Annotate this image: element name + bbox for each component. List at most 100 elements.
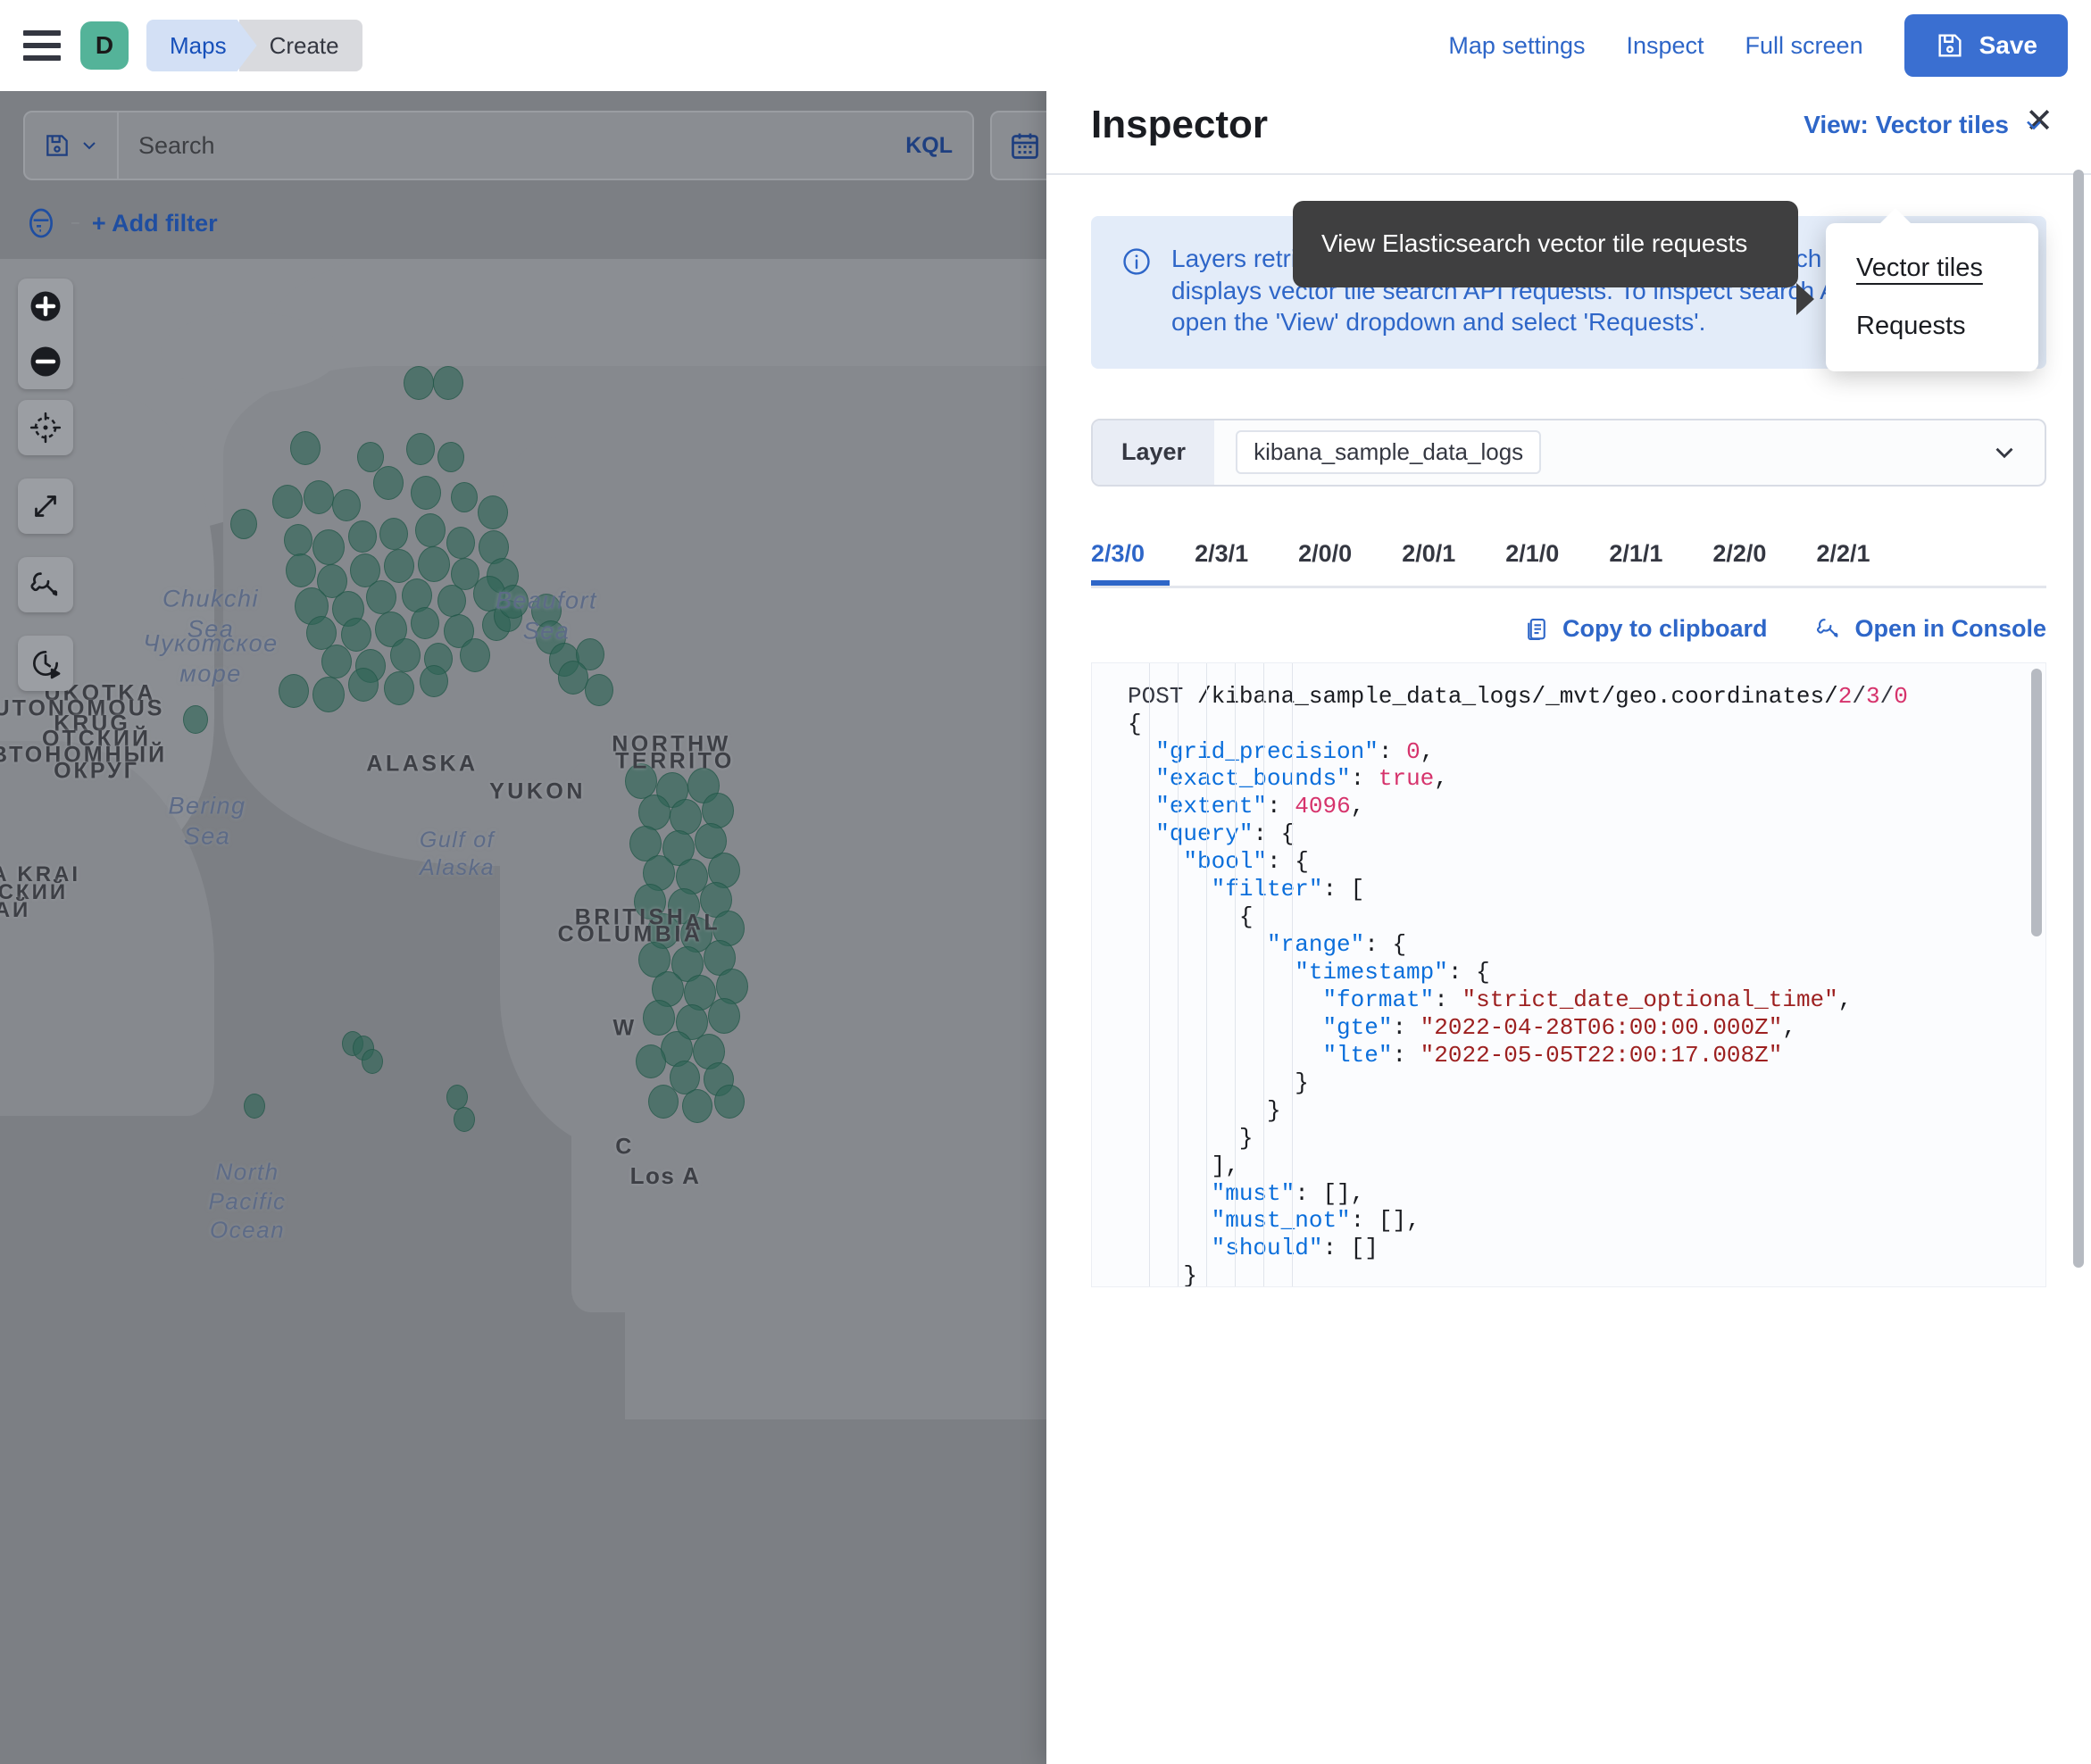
saved-query-button[interactable]	[25, 112, 119, 179]
filter-icon[interactable]	[23, 205, 59, 241]
crosshair-icon[interactable]	[18, 400, 73, 455]
layer-label: Layer	[1093, 420, 1215, 485]
save-button[interactable]: Save	[1904, 14, 2068, 77]
map-data-point	[402, 578, 432, 612]
tab-2-0-0[interactable]: 2/0/0	[1298, 539, 1353, 567]
map-data-point	[306, 616, 337, 650]
map-data-point	[230, 509, 257, 539]
zoom-out-button[interactable]	[18, 334, 73, 389]
map-data-point	[712, 911, 745, 946]
chevron-down-icon	[1989, 420, 2045, 485]
map-data-point	[290, 431, 321, 465]
layer-selector[interactable]: Layer kibana_sample_data_logs	[1091, 418, 2046, 487]
map-label: Beaufort Sea	[495, 587, 598, 644]
breadcrumb-item-maps[interactable]: Maps	[146, 20, 257, 71]
copy-to-clipboard-button[interactable]: Copy to clipboard	[1523, 615, 1767, 643]
map-data-point	[272, 485, 303, 519]
map-data-point	[348, 668, 379, 702]
tile-tabs[interactable]: 2/3/0 2/3/1 2/0/0 2/0/1 2/1/0 2/1/1 2/2/0 2/2/1	[1091, 535, 2046, 588]
search-bar[interactable]: Search KQL	[23, 111, 974, 180]
tab-2-3-0[interactable]: 2/3/0	[1091, 535, 1170, 586]
map-label: YUKON	[489, 778, 586, 804]
wrench-icon[interactable]	[18, 557, 73, 612]
map-label: ТСКИЙ	[0, 880, 69, 904]
inspect-button[interactable]: Inspect	[1626, 31, 1704, 59]
map-data-point	[648, 1085, 679, 1119]
map-data-point	[379, 518, 408, 550]
tab-2-1-0[interactable]: 2/1/0	[1505, 539, 1560, 567]
map-data-point	[479, 530, 509, 564]
map-zoom-controls[interactable]	[18, 279, 73, 389]
tab-2-3-1[interactable]: 2/3/1	[1195, 539, 1249, 567]
map-label: Los A	[629, 1161, 701, 1189]
map-data-point	[384, 671, 414, 705]
chevron-down-icon	[2027, 121, 2041, 130]
map-data-point	[437, 585, 466, 617]
view-option-vector-tiles[interactable]: Vector tiles	[1856, 254, 1983, 282]
map-label: Gulf of Alaska	[419, 827, 496, 880]
map-data-point	[321, 645, 352, 678]
map-data-point	[404, 366, 434, 400]
request-code-block[interactable]: POST /kibana_sample_data_logs/_mvt/geo.c…	[1091, 662, 2046, 1287]
breadcrumb-item-create[interactable]: Create	[238, 20, 362, 71]
map-label: ОТСКИЙ	[42, 726, 151, 752]
map-tools-control[interactable]	[18, 557, 73, 612]
calendar-icon	[1012, 133, 1038, 159]
map-data-point	[357, 442, 384, 472]
map-canvas[interactable]: Chukchi Sea Чукотское море Beaufort Sea Ber…	[0, 259, 1046, 1764]
search-input[interactable]: Search	[119, 112, 887, 179]
query-bar: Search KQL – + Add filter	[0, 91, 1060, 259]
view-selector-button[interactable]: View: Vector tiles	[1804, 111, 2046, 139]
map-data-point	[437, 442, 464, 472]
map-label: KA KRAI	[0, 862, 81, 886]
view-option-requests[interactable]: Requests	[1856, 312, 1966, 340]
map-data-point	[460, 638, 490, 672]
map-data-point	[708, 853, 740, 888]
wrench-icon	[1817, 619, 1838, 637]
map-data-point	[415, 513, 446, 547]
map-data-point	[332, 489, 361, 521]
full-extent-control[interactable]	[18, 478, 73, 534]
avatar[interactable]: D	[80, 21, 129, 70]
map-settings-button[interactable]: Map settings	[1448, 31, 1586, 59]
map-label: KRUG	[54, 711, 130, 736]
map-data-point	[420, 665, 448, 697]
map-label: TERRITO	[615, 748, 735, 774]
inspector-scrollbar[interactable]	[2073, 170, 2084, 1268]
view-selector-label: View: Vector tiles	[1804, 111, 2009, 138]
map-label: C	[615, 1134, 635, 1160]
map-data-point	[373, 466, 404, 500]
zoom-in-button[interactable]	[18, 279, 73, 334]
map-label: COLUMBIA	[557, 921, 704, 947]
save-disk-icon	[1938, 34, 1962, 57]
add-filter-button[interactable]: + Add filter	[91, 209, 218, 237]
map-data-point	[366, 580, 396, 614]
map-label: NORTHW	[612, 731, 731, 757]
clock-play-icon[interactable]	[18, 636, 73, 691]
map-data-point	[418, 546, 450, 582]
view-options-popover[interactable]: Vector tiles Requests	[1826, 208, 2038, 371]
map-data-point	[446, 527, 475, 559]
map-data-point	[643, 1000, 675, 1036]
fit-to-data-control[interactable]	[18, 400, 73, 455]
tab-2-1-1[interactable]: 2/1/1	[1609, 539, 1663, 567]
open-in-console-button[interactable]: Open in Console	[1815, 615, 2046, 643]
code-scrollbar[interactable]	[2031, 668, 2042, 936]
map-label: Chukchi Sea	[162, 585, 260, 642]
timeslider-control[interactable]	[18, 636, 73, 691]
expand-arrow-icon[interactable]	[18, 478, 73, 534]
full-screen-button[interactable]: Full screen	[1745, 31, 1863, 59]
map-label: AL	[684, 910, 721, 936]
map-label: Bering Sea	[168, 792, 246, 849]
query-language-button[interactable]: KQL	[905, 132, 953, 158]
map-data-point	[279, 674, 309, 708]
tab-2-2-1[interactable]: 2/2/1	[1816, 539, 1870, 567]
map-data-point	[362, 1049, 383, 1074]
map-data-point	[454, 1107, 475, 1132]
inspector-flyout: ✕ Inspector View: Vector tiles Layers re…	[1046, 77, 2091, 1764]
hamburger-menu-icon[interactable]	[23, 25, 64, 66]
map-data-point	[411, 476, 441, 510]
tab-2-2-0[interactable]: 2/2/0	[1712, 539, 1767, 567]
map-data-point	[406, 433, 435, 465]
tab-2-0-1[interactable]: 2/0/1	[1402, 539, 1456, 567]
